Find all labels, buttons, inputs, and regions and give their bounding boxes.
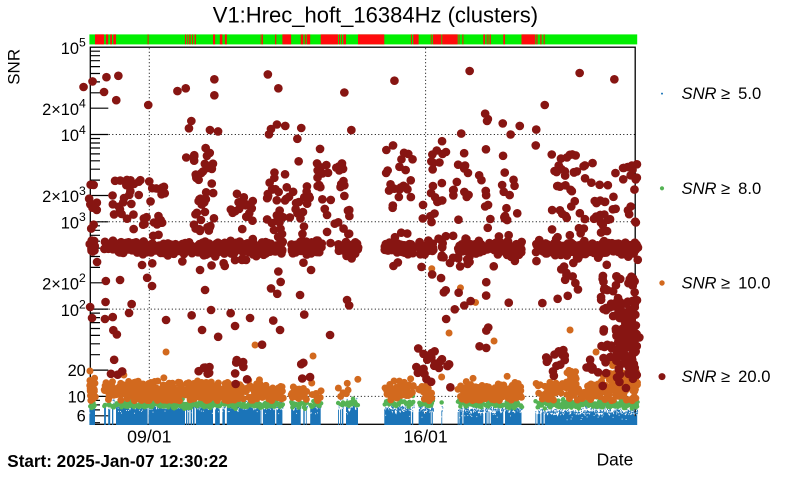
svg-text:2×103: 2×103 (42, 184, 86, 206)
svg-text:Date: Date (597, 450, 634, 470)
svg-text:20: 20 (68, 362, 86, 380)
svg-text:6: 6 (77, 408, 86, 426)
svg-text:SNR≥5.0: SNR ≥5.0 (682, 84, 762, 103)
svg-text:Start: 2025-Jan-07 12:30:22: Start: 2025-Jan-07 12:30:22 (7, 452, 227, 471)
svg-text:SNR≥8.0: SNR ≥8.0 (682, 179, 762, 198)
svg-text:2×104: 2×104 (42, 97, 86, 119)
svg-text:SNR≥20.0: SNR ≥20.0 (682, 367, 771, 386)
svg-text:2×102: 2×102 (42, 271, 86, 293)
svg-text:16/01: 16/01 (403, 427, 447, 447)
svg-text:SNR≥10.0: SNR ≥10.0 (682, 274, 771, 293)
svg-text:09/01: 09/01 (127, 427, 171, 447)
svg-text:10: 10 (68, 388, 86, 406)
svg-text:SNR: SNR (4, 49, 23, 85)
svg-text:V1:Hrec_hoft_16384Hz (clusters: V1:Hrec_hoft_16384Hz (clusters) (213, 3, 538, 28)
